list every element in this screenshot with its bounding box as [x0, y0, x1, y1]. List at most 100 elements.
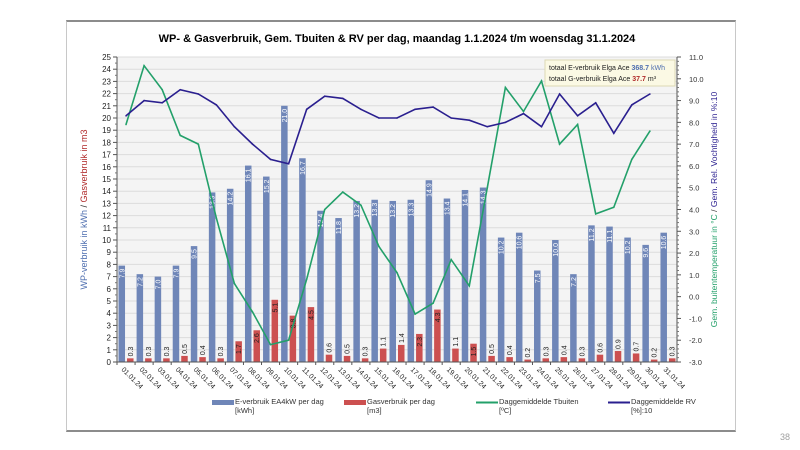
g-bar	[506, 357, 513, 362]
g-bar	[325, 354, 333, 362]
e-bar-label: 11.1	[607, 229, 614, 242]
left-tick-label: 6	[107, 285, 112, 294]
humidity-point	[323, 95, 326, 98]
g-bar	[614, 351, 622, 362]
g-bar	[181, 355, 188, 362]
e-bar-label: 10.6	[661, 236, 668, 250]
e-bar-label: 14.1	[463, 193, 470, 207]
legend-label: Daggemiddelde RV	[631, 397, 696, 406]
left-axis-label-part: /	[79, 203, 89, 211]
g-bar	[307, 307, 315, 362]
right-tick-label: 5.0	[689, 184, 699, 193]
g-bar-label: 4.3	[435, 312, 442, 322]
right-tick-label: 0.0	[689, 293, 699, 302]
e-bar-label: 7.0	[155, 279, 162, 289]
e-bar	[407, 199, 415, 362]
humidity-point	[468, 119, 471, 121]
e-bar	[136, 274, 144, 362]
humidity-point	[197, 93, 200, 95]
e-bar	[515, 232, 523, 362]
left-tick-label: 4	[107, 309, 112, 318]
temperature-point	[414, 313, 416, 315]
total-e-unit: kWh	[651, 65, 665, 72]
temperature-point	[125, 123, 127, 126]
g-bar-label: 0.4	[200, 345, 207, 355]
left-tick-label: 20	[102, 114, 111, 123]
temperature-line	[125, 63, 651, 346]
temperature-point	[360, 204, 362, 206]
g-bar-label: 1.4	[399, 333, 406, 343]
legend-label: Daggemiddelde Tbuiten	[499, 397, 579, 406]
e-bar-label: 11.2	[589, 228, 596, 241]
humidity-point	[342, 97, 344, 100]
e-bar-label: 7.2	[137, 277, 144, 287]
temperature-point	[504, 86, 507, 89]
left-tick-label: 11	[103, 224, 112, 233]
g-bar-label: 4.5	[308, 310, 315, 320]
e-bar-label: 14.9	[426, 183, 433, 197]
humidity-point	[486, 125, 489, 128]
left-tick-label: 25	[102, 53, 111, 62]
g-bar	[470, 343, 477, 362]
totals-annotation-box	[544, 59, 676, 87]
legend-unit: [ºC]	[499, 406, 511, 415]
e-bar	[317, 210, 324, 362]
g-bar-label: 0.3	[363, 347, 370, 357]
total-e-annotation: totaal E-verbruik Elga Ace 368.7 kWh	[549, 65, 665, 72]
e-bar-label: 16.7	[300, 161, 307, 175]
left-tick-label: 5	[107, 297, 112, 306]
e-bar	[497, 237, 505, 362]
humidity-point	[269, 158, 272, 161]
humidity-point	[251, 143, 254, 145]
right-tick-label: 8.0	[689, 118, 699, 127]
temperature-point	[287, 339, 290, 342]
right-tick-label: 7.0	[689, 140, 699, 149]
humidity-point	[522, 112, 525, 115]
right-tick-label: 1.0	[689, 271, 699, 280]
left-tick-label: 12	[102, 212, 111, 221]
humidity-point	[540, 125, 543, 128]
e-bar-label: 14.3	[481, 190, 488, 204]
g-bar-label: 1.5	[471, 347, 478, 357]
g-bar-label: 0.2	[652, 348, 659, 358]
temperature-point	[631, 158, 633, 161]
g-bar-label: 1.7	[236, 344, 243, 354]
right-tick-label: 9.0	[689, 97, 699, 106]
temperature-point	[197, 143, 200, 145]
e-bar	[606, 226, 613, 362]
e-bar	[425, 180, 433, 362]
e-bar-label: 13.4	[444, 201, 451, 215]
g-bar	[542, 358, 550, 362]
e-bar-label: 10.6	[517, 236, 524, 250]
g-bar-label: 0.4	[507, 345, 514, 355]
humidity-point	[576, 115, 579, 117]
e-bar	[642, 244, 649, 362]
total-g-unit: m³	[648, 76, 657, 83]
temperature-point	[378, 245, 380, 248]
e-bar	[660, 232, 667, 362]
g-bar-label: 0.3	[164, 347, 171, 357]
g-bar	[452, 348, 459, 362]
left-tick-label: 18	[102, 138, 111, 147]
humidity-point	[396, 117, 398, 119]
g-bar	[434, 309, 441, 362]
legend-swatch	[344, 400, 366, 405]
e-bar-label: 13.2	[390, 204, 397, 218]
humidity-point	[432, 106, 434, 108]
left-tick-label: 0	[107, 358, 112, 367]
e-bar	[552, 240, 559, 362]
g-bar-label: 2.6	[254, 333, 261, 343]
e-bar	[154, 276, 162, 362]
g-bar	[199, 357, 206, 362]
right-tick-label: 10.0	[689, 75, 704, 84]
temperature-point	[558, 143, 561, 145]
e-bar	[118, 265, 126, 362]
humidity-point	[125, 115, 127, 117]
left-tick-label: 15	[102, 175, 111, 184]
g-bar-label: 5.1	[272, 303, 279, 313]
e-bar-label: 16.1	[246, 168, 253, 182]
e-bar-label: 14.2	[228, 192, 235, 206]
humidity-point	[649, 93, 651, 95]
g-bar-label: 0.4	[561, 345, 568, 355]
e-bar-label: 15.2	[264, 179, 271, 193]
